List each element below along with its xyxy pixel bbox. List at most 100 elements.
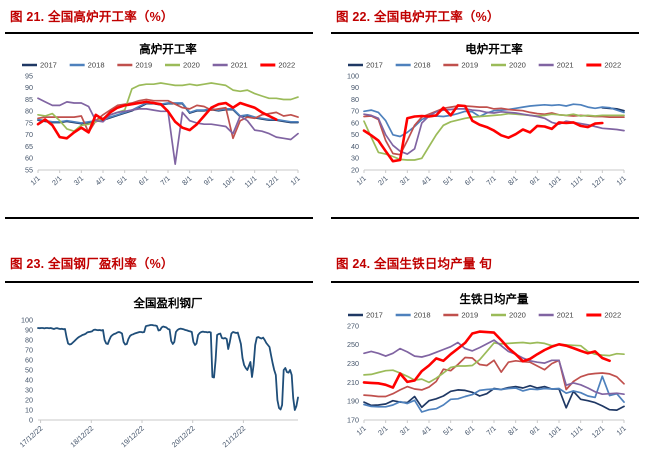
figure-21-bottom-rule — [5, 217, 313, 219]
x-tick-label: 1/1 — [28, 174, 41, 187]
pig-iron-daily-output-chart: 生铁日均产量 2017 2018 2019 2020 2021 2022 170 190 210 2… — [347, 292, 628, 440]
series-line-2020 — [363, 112, 625, 161]
y-tick-label: 250 — [347, 340, 359, 349]
x-tick-label: 6/1 — [137, 174, 150, 187]
y-tick-label: 100 — [21, 315, 33, 324]
x-tick-label: 6/1 — [463, 424, 476, 437]
y-tick-label: 170 — [347, 415, 359, 424]
y-tick-label: 60 — [25, 154, 33, 163]
figure-23-caption: 图 23. 全国钢厂盈利率（%） — [10, 257, 174, 271]
legend-label-2021: 2021 — [557, 311, 574, 320]
figure-24-panel: 图 24. 全国生铁日均产量 旬 生铁日均产量 2017 2018 2019 2020 2… — [326, 225, 651, 450]
x-tick-label: 1/1 — [288, 174, 301, 187]
y-tick-label: 230 — [347, 359, 359, 368]
legend-label-2018: 2018 — [414, 311, 431, 320]
figure-22-panel: 图 22. 全国电炉开工率（%） 电炉开工率 2017 2018 2019 2020 20… — [326, 0, 651, 225]
x-tick-label: 4/1 — [419, 174, 432, 187]
y-tick-label: 70 — [351, 107, 359, 116]
y-tick-label: 40 — [351, 142, 359, 151]
legend-label-2022: 2022 — [278, 61, 295, 70]
x-tick-label: 10/1 — [546, 174, 562, 190]
blast-furnace-operating-rate-chart: 高炉开工率 2017 2018 2019 2020 2021 2022 55 60 65 70 75 8… — [22, 42, 302, 190]
x-tick-label: 20/12/22 — [170, 424, 197, 449]
x-tick-label: 2/1 — [376, 424, 389, 437]
x-tick-label: 4/1 — [419, 424, 432, 437]
y-tick-label: 70 — [25, 130, 33, 139]
figure-23-panel: 图 23. 全国钢厂盈利率（%） 全国盈利钢厂 0 10 20 30 40 50 60 70 80… — [0, 225, 326, 450]
x-tick-label: 10/1 — [546, 424, 562, 440]
y-tick-label: 80 — [25, 335, 33, 344]
x-tick-label: 12/1 — [590, 174, 606, 190]
series-line-全国盈利钢厂 — [37, 324, 299, 411]
x-tick-label: 12/1 — [590, 424, 606, 440]
legend-label-2018: 2018 — [414, 61, 431, 70]
figure-21-caption: 图 21. 全国高炉开工率（%） — [10, 10, 174, 24]
fig24-title: 生铁日均产量 — [460, 292, 529, 306]
legend-label-2017: 2017 — [40, 61, 57, 70]
y-tick-label: 100 — [347, 71, 359, 80]
fig21-title: 高炉开工率 — [139, 42, 197, 56]
legend-label-2022: 2022 — [604, 311, 621, 320]
x-tick-label: 12/1 — [264, 174, 280, 190]
series-line-2019 — [37, 98, 299, 140]
electric-furnace-operating-rate-chart: 电炉开工率 2017 2018 2019 2020 2021 2022 20 30 40 50 60 7… — [347, 42, 628, 190]
y-tick-label: 85 — [25, 95, 33, 104]
series-line-2018 — [37, 102, 299, 124]
x-tick-label: 9/1 — [528, 174, 541, 187]
x-tick-label: 9/1 — [202, 174, 215, 187]
series-line-2022 — [36, 100, 278, 140]
figure-24-caption: 图 24. 全国生铁日均产量 旬 — [336, 257, 492, 271]
legend-label-2018: 2018 — [88, 61, 105, 70]
x-tick-label: 18/12/22 — [68, 424, 95, 449]
x-tick-label: 7/1 — [484, 174, 497, 187]
series-line-2020 — [363, 341, 625, 384]
y-tick-label: 70 — [25, 345, 33, 354]
x-tick-label: 5/1 — [441, 174, 454, 187]
y-tick-label: 55 — [25, 165, 33, 174]
series-line-2018 — [363, 375, 625, 413]
y-tick-label: 20 — [25, 395, 33, 404]
y-tick-label: 75 — [25, 118, 33, 127]
x-tick-label: 8/1 — [506, 424, 519, 437]
x-tick-label: 9/1 — [528, 424, 541, 437]
fig22-title: 电炉开工率 — [465, 42, 523, 56]
x-tick-label: 2/1 — [376, 174, 389, 187]
y-tick-label: 190 — [347, 397, 359, 406]
series-line-2021 — [363, 108, 625, 155]
x-tick-label: 5/1 — [115, 174, 128, 187]
y-tick-label: 80 — [25, 107, 33, 116]
series-line-2018 — [363, 103, 625, 138]
legend-label-2021: 2021 — [231, 61, 248, 70]
x-tick-label: 1/1 — [354, 174, 367, 187]
legend-label-2019: 2019 — [461, 311, 478, 320]
legend-label-2020: 2020 — [183, 61, 200, 70]
y-tick-label: 30 — [25, 385, 33, 394]
series-line-2021 — [363, 339, 625, 396]
x-tick-label: 1/1 — [614, 424, 627, 437]
x-tick-label: 1/1 — [354, 424, 367, 437]
figure-22-top-rule — [331, 32, 639, 34]
y-tick-label: 40 — [25, 375, 33, 384]
legend-label-2017: 2017 — [366, 311, 383, 320]
x-tick-label: 6/1 — [463, 174, 476, 187]
figure-24-top-rule — [331, 281, 639, 283]
x-tick-label: 2/1 — [50, 174, 63, 187]
legend-label-2019: 2019 — [461, 61, 478, 70]
legend-label-2021: 2021 — [557, 61, 574, 70]
y-tick-label: 0 — [29, 415, 33, 424]
y-tick-label: 30 — [351, 154, 359, 163]
y-tick-label: 50 — [25, 365, 33, 374]
x-tick-label: 10/1 — [220, 174, 236, 190]
series-line-2019 — [363, 356, 625, 398]
y-tick-label: 270 — [347, 321, 359, 330]
legend-label-2017: 2017 — [366, 61, 383, 70]
x-tick-label: 7/1 — [158, 174, 171, 187]
legend-label-2019: 2019 — [135, 61, 152, 70]
figure-21-top-rule — [5, 32, 313, 34]
legend-label-2022: 2022 — [604, 61, 621, 70]
series-line-2022 — [362, 104, 604, 163]
y-tick-label: 10 — [25, 405, 33, 414]
x-tick-label: 3/1 — [398, 424, 411, 437]
